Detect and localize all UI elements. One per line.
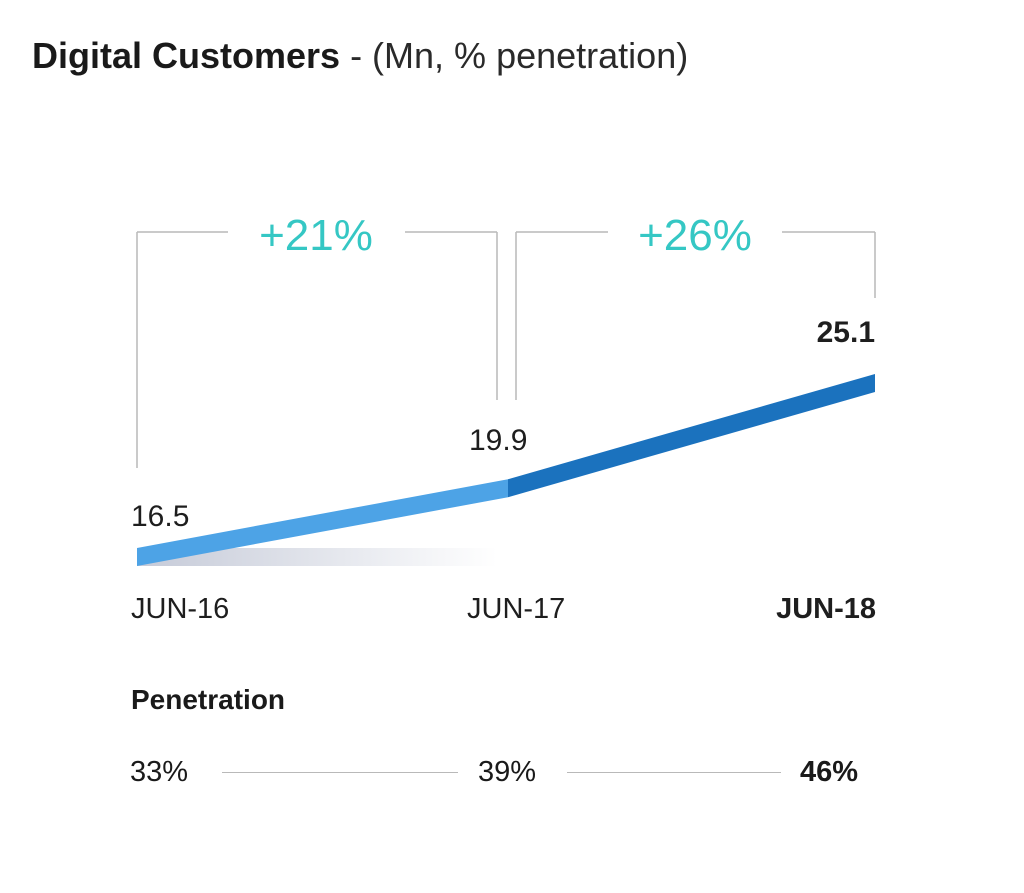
x-tick-jun-18: JUN-18 xyxy=(776,593,876,625)
chart-title-subtitle: - (Mn, % penetration) xyxy=(340,35,689,76)
growth-label-2: +26% xyxy=(638,211,752,260)
growth-bracket-2 xyxy=(515,231,876,400)
series-digital-customers xyxy=(137,374,875,566)
growth-bracket-1 xyxy=(136,231,498,468)
x-tick-jun-17: JUN-17 xyxy=(467,593,565,625)
growth-label-1: +21% xyxy=(259,211,373,260)
penetration-title: Penetration xyxy=(131,684,286,715)
penetration-value-jun-17: 39% xyxy=(478,756,537,788)
baseline-shade xyxy=(137,548,497,566)
penetration-divider-2 xyxy=(567,772,781,773)
line-segment-jun-16-to-jun-17 xyxy=(137,479,508,566)
chart-title: Digital Customers - (Mn, % penetration) xyxy=(32,34,688,78)
value-label-jun-16: 16.5 xyxy=(131,500,189,533)
x-tick-jun-16: JUN-16 xyxy=(131,593,229,625)
penetration-value-jun-18: 46% xyxy=(800,756,859,788)
value-label-jun-18: 25.1 xyxy=(817,316,875,349)
penetration-divider-1 xyxy=(222,772,458,773)
penetration-value-jun-16: 33% xyxy=(130,756,189,788)
line-segment-jun-17-to-jun-18 xyxy=(508,374,875,498)
chart-title-main: Digital Customers xyxy=(32,35,341,76)
value-label-jun-17: 19.9 xyxy=(469,424,527,457)
